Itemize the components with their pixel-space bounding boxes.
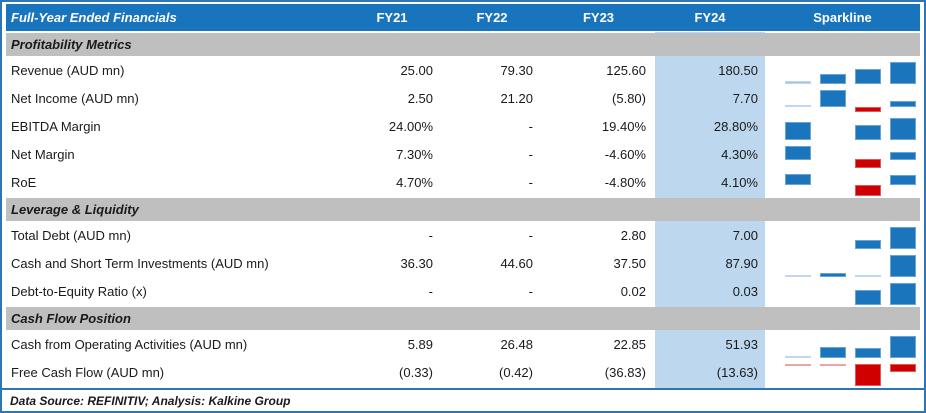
section-title: Cash Flow Position — [11, 311, 131, 326]
data-source-note: Data Source: REFINITIV; Analysis: Kalkin… — [10, 394, 291, 408]
cell-fy21: (0.33) — [399, 365, 433, 380]
cell-fy24: 87.90 — [725, 256, 758, 271]
row-label: Net Margin — [11, 147, 75, 162]
table-row-net-income: Net Income (AUD mn) 2.50 21.20 (5.80) 7.… — [6, 86, 920, 112]
row-label: Total Debt (AUD mn) — [11, 228, 131, 243]
row-label: Free Cash Flow (AUD mn) — [11, 365, 165, 380]
section-title: Leverage & Liquidity — [11, 202, 139, 217]
cell-fy21: 4.70% — [396, 175, 433, 190]
cell-fy21: 5.89 — [407, 337, 433, 352]
table-header-row: Full-Year Ended Financials FY21 FY22 FY2… — [6, 4, 920, 31]
table-row-total-debt: Total Debt (AUD mn) - - 2.80 7.00 — [6, 223, 920, 249]
cell-fy21: 25.00 — [400, 63, 433, 78]
table-row-free-cash-flow: Free Cash Flow (AUD mn) (0.33) (0.42) (3… — [6, 360, 920, 386]
cell-fy24: 7.70 — [732, 91, 758, 106]
cell-fy24: 4.30% — [721, 147, 758, 162]
sparkline-chart — [765, 170, 920, 196]
column-header-fy21: FY21 — [376, 10, 408, 25]
sparkline-chart — [765, 360, 920, 386]
cell-fy22: 44.60 — [500, 256, 533, 271]
row-label: Net Income (AUD mn) — [11, 91, 139, 106]
cell-fy22: 79.30 — [500, 63, 533, 78]
cell-fy24: 180.50 — [718, 63, 758, 78]
cell-fy23: 2.80 — [620, 228, 646, 243]
cell-fy21: 24.00% — [388, 119, 433, 134]
table-row-debt-to-equity: Debt-to-Equity Ratio (x) - - 0.02 0.03 — [6, 279, 920, 305]
table-row-operating-cash: Cash from Operating Activities (AUD mn) … — [6, 332, 920, 358]
table-row-revenue: Revenue (AUD mn) 25.00 79.30 125.60 180.… — [6, 58, 920, 84]
cell-fy22: - — [528, 175, 533, 190]
cell-fy22: 21.20 — [500, 91, 533, 106]
cell-fy22: (0.42) — [499, 365, 533, 380]
cell-fy24: 7.00 — [732, 228, 758, 243]
sparkline-chart — [765, 251, 920, 277]
column-header-sparkline: Sparkline — [813, 10, 872, 25]
table-row-cash-investments: Cash and Short Term Investments (AUD mn)… — [6, 251, 920, 277]
cell-fy22: 26.48 — [500, 337, 533, 352]
section-header-leverage: Leverage & Liquidity — [6, 198, 920, 221]
column-header-fy22: FY22 — [476, 10, 508, 25]
cell-fy21: - — [428, 228, 433, 243]
cell-fy22: - — [528, 119, 533, 134]
cell-fy24: 4.10% — [721, 175, 758, 190]
sparkline-chart — [765, 142, 920, 168]
table-row-roe: RoE 4.70% - -4.80% 4.10% — [6, 170, 920, 196]
cell-fy24: 0.03 — [732, 284, 758, 299]
cell-fy23: 22.85 — [613, 337, 646, 352]
section-header-profitability: Profitability Metrics — [6, 33, 920, 56]
cell-fy24: 51.93 — [725, 337, 758, 352]
cell-fy23: 19.40% — [601, 119, 646, 134]
table-row-ebitda-margin: EBITDA Margin 24.00% - 19.40% 28.80% — [6, 114, 920, 140]
row-label: EBITDA Margin — [11, 119, 101, 134]
cell-fy23: 37.50 — [613, 256, 646, 271]
section-title: Profitability Metrics — [11, 37, 132, 52]
footer-separator-line — [2, 388, 924, 390]
row-label: Cash and Short Term Investments (AUD mn) — [11, 256, 269, 271]
column-header-fy24: FY24 — [694, 10, 726, 25]
cell-fy23: (36.83) — [604, 365, 646, 380]
sparkline-chart — [765, 279, 920, 305]
column-header-fy23: FY23 — [582, 10, 615, 25]
row-label: RoE — [11, 175, 37, 190]
cell-fy23: 125.60 — [606, 63, 646, 78]
sparkline-chart — [765, 332, 920, 358]
row-label: Debt-to-Equity Ratio (x) — [11, 284, 147, 299]
sparkline-chart — [765, 223, 920, 249]
row-label: Revenue (AUD mn) — [11, 63, 125, 78]
table-row-net-margin: Net Margin 7.30% - -4.60% 4.30% — [6, 142, 920, 168]
cell-fy21: 36.30 — [400, 256, 433, 271]
cell-fy22: - — [528, 147, 533, 162]
cell-fy21: 7.30% — [396, 147, 433, 162]
cell-fy23: (5.80) — [612, 91, 646, 106]
cell-fy21: - — [428, 284, 433, 299]
cell-fy22: - — [528, 228, 533, 243]
sparkline-chart — [765, 114, 920, 140]
cell-fy21: 2.50 — [407, 91, 433, 106]
table-title: Full-Year Ended Financials — [11, 10, 177, 25]
cell-fy23: 0.02 — [620, 284, 646, 299]
cell-fy24: 28.80% — [713, 119, 758, 134]
cell-fy23: -4.80% — [604, 175, 646, 190]
row-label: Cash from Operating Activities (AUD mn) — [11, 337, 248, 352]
cell-fy23: -4.60% — [604, 147, 646, 162]
section-header-cash-flow: Cash Flow Position — [6, 307, 920, 330]
cell-fy22: - — [528, 284, 533, 299]
cell-fy24: (13.63) — [716, 365, 758, 380]
sparkline-chart — [765, 58, 920, 84]
sparkline-chart — [765, 86, 920, 112]
